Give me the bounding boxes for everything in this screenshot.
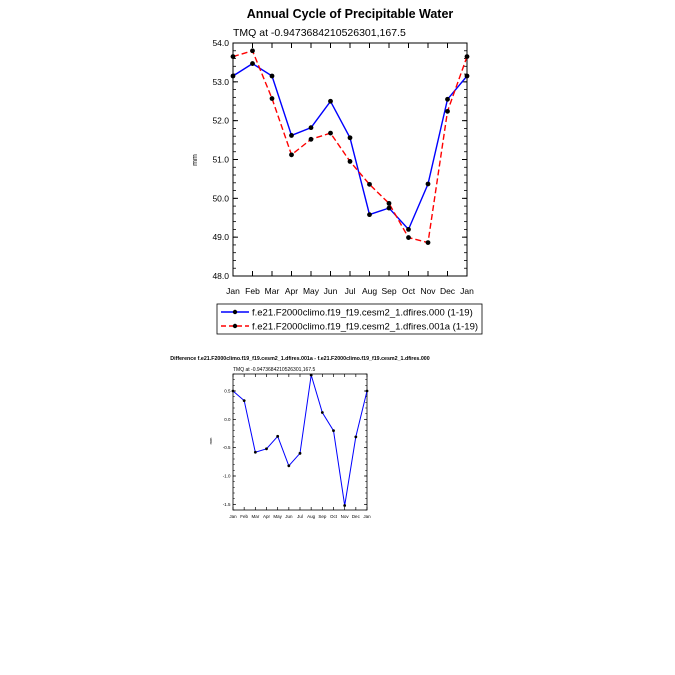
series-1-point <box>354 435 358 439</box>
chart-1: Annual Cycle of Precipitable Water TMQ a… <box>192 7 483 335</box>
legend-marker-series-1 <box>232 309 238 315</box>
x-tick-label: Oct <box>330 514 338 519</box>
legend-box <box>216 303 483 335</box>
x-tick-label: Jan <box>229 514 237 519</box>
x-tick-label: Mar <box>265 286 280 296</box>
x-tick-label: Jul <box>297 514 303 519</box>
series-2-point <box>386 200 392 206</box>
y-tick-label: 52.0 <box>212 116 229 126</box>
series-2-point <box>445 108 450 114</box>
series-1-point <box>298 451 302 455</box>
chart-2: Difference f.e21.F2000climo.f19_f19.cesm… <box>170 356 429 519</box>
series-2-point <box>406 235 411 240</box>
x-tick-label: Aug <box>307 514 316 519</box>
series-1-point <box>445 96 450 102</box>
y-tick-label: 51.0 <box>212 154 229 164</box>
series-1-point <box>309 373 313 377</box>
legend-label-series-2: f.e21.F2000climo.f19_f19.cesm2_1.dfires.… <box>252 322 478 333</box>
series-1-point <box>464 73 470 79</box>
x-tick-label: Feb <box>240 514 248 519</box>
series-1-point <box>406 227 411 232</box>
x-tick-label: Jul <box>345 286 356 296</box>
legend-marker-series-2 <box>232 323 238 329</box>
series-1-point <box>367 212 372 218</box>
x-tick-label: Mar <box>251 514 259 519</box>
x-tick-label: May <box>303 286 320 296</box>
chart-1-subtitle: TMQ at -0.9473684210526301,167.5 <box>233 27 406 39</box>
x-tick-label: Oct <box>402 286 416 296</box>
x-tick-label: Dec <box>352 514 361 519</box>
chart-2-ticks: Jan Feb Mar Apr May Jun Jul Aug Sep Oct Nov Dec Jan-… <box>223 373 371 519</box>
chart-2-subtitle: TMQ at -0.9473684210526301,167.5 <box>233 367 316 373</box>
series-2-point <box>328 130 333 136</box>
series-1-point <box>289 133 294 138</box>
x-tick-label: May <box>273 514 282 519</box>
x-tick-label: Jan <box>460 286 474 296</box>
x-tick-label: Jun <box>324 286 338 296</box>
series-2-point <box>464 54 470 59</box>
series-2-point <box>230 54 236 59</box>
series-2-point <box>367 181 372 187</box>
y-tick-label: 53.0 <box>212 77 229 87</box>
series-1-point <box>276 434 280 438</box>
series-1-point <box>253 450 257 454</box>
y-tick-label: 54.0 <box>212 38 229 48</box>
y-tick-label: 49.0 <box>212 232 229 242</box>
series-1-point <box>386 205 392 211</box>
y-tick-label: 48.0 <box>212 271 229 281</box>
chart-1-ylabel: mm <box>192 154 199 166</box>
x-tick-label: Aug <box>362 286 377 296</box>
x-tick-label: Apr <box>285 286 298 296</box>
x-tick-label: Apr <box>263 514 271 519</box>
x-tick-label: Dec <box>440 286 456 296</box>
series-1-point <box>332 429 335 433</box>
series-1-point <box>265 447 268 451</box>
series-1-point <box>250 61 255 66</box>
chart-2-series <box>231 373 369 507</box>
series-1-point <box>343 504 347 507</box>
y-tick-label: -0.5 <box>223 445 231 450</box>
series-2-point <box>425 240 431 246</box>
series-2-point <box>250 48 255 54</box>
x-tick-label: Nov <box>420 286 436 296</box>
series-line-2 <box>232 49 468 244</box>
series-2-point <box>347 159 353 164</box>
chart-2-title: Difference f.e21.F2000climo.f19_f19.cesm… <box>170 356 429 362</box>
chart-1-ticks: Jan Feb Mar Apr May Jun Jul Aug Sep Oct Nov Dec Jan 4… <box>212 38 474 296</box>
series-line-1 <box>232 62 468 231</box>
series-1-point <box>365 389 369 393</box>
y-tick-label: -1.0 <box>223 474 231 479</box>
x-tick-label: Jun <box>285 514 293 519</box>
series-1-point <box>231 389 235 393</box>
series-1-point <box>242 399 246 403</box>
chart-1-legend: f.e21.F2000climo.f19_f19.cesm2_1.dfires.… <box>216 303 483 335</box>
y-tick-label: 50.0 <box>212 193 229 203</box>
series-1-point <box>230 73 236 79</box>
series-2-point <box>269 96 275 101</box>
chart-2-ylabel: mm <box>208 437 213 444</box>
series-1-point <box>308 125 314 131</box>
series-2-point <box>289 152 294 158</box>
x-tick-label: Sep <box>381 286 396 296</box>
x-tick-label: Jan <box>363 514 371 519</box>
series-1-point <box>287 464 291 468</box>
x-tick-label: Nov <box>341 514 350 519</box>
series-line-1 <box>232 374 368 506</box>
chart-1-series <box>230 48 470 246</box>
series-2-point <box>308 136 314 142</box>
series-1-point <box>320 411 324 414</box>
x-tick-label: Jan <box>226 286 240 296</box>
series-1-point <box>347 135 353 141</box>
series-1-point <box>328 98 333 104</box>
series-1-point <box>425 181 431 187</box>
y-tick-label: -1.5 <box>223 502 231 507</box>
series-1-point <box>269 73 275 79</box>
y-tick-label: 0.5 <box>224 389 231 394</box>
legend-label-series-1: f.e21.F2000climo.f19_f19.cesm2_1.dfires.… <box>252 308 473 319</box>
x-tick-label: Feb <box>245 286 260 296</box>
y-tick-label: 0.0 <box>224 417 231 422</box>
x-tick-label: Sep <box>318 514 327 519</box>
chart-1-title: Annual Cycle of Precipitable Water <box>247 7 454 21</box>
